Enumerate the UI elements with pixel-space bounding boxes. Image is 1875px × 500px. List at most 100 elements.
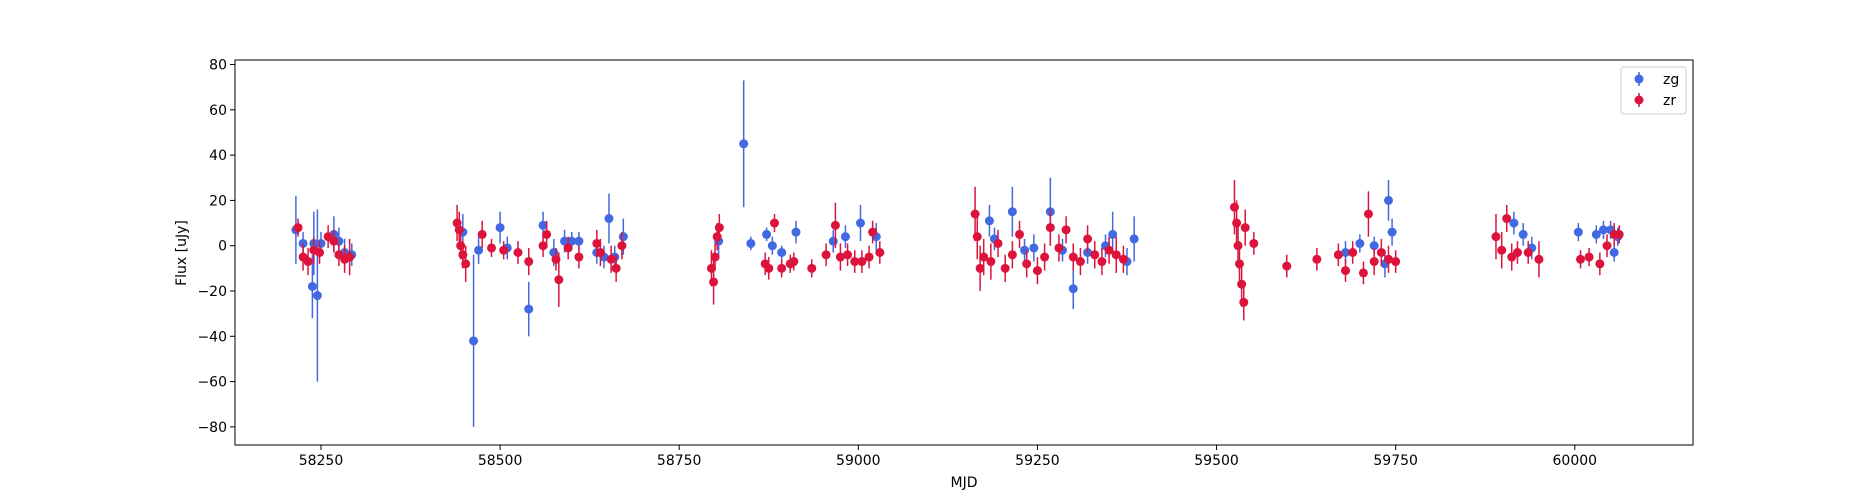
x-tick-label: 60000 xyxy=(1553,453,1598,469)
zr-point xyxy=(1232,218,1242,228)
legend-zr-label: zr xyxy=(1663,93,1676,109)
zg-point xyxy=(316,238,326,248)
zg-point xyxy=(1387,227,1397,237)
zr-point xyxy=(1054,243,1064,253)
x-tick-label: 58750 xyxy=(657,453,702,469)
zg-point xyxy=(469,336,479,346)
zr-point xyxy=(1090,250,1100,260)
zr-point xyxy=(1234,259,1244,269)
zr-point xyxy=(1497,245,1507,255)
zr-point xyxy=(875,248,885,257)
zr-point xyxy=(315,248,325,257)
zr-point xyxy=(972,232,982,242)
zr-point xyxy=(1040,252,1050,262)
zg-point xyxy=(777,248,787,257)
zr-point xyxy=(461,259,471,269)
zg-point xyxy=(495,223,505,233)
zr-point xyxy=(1229,202,1239,212)
y-tick-label: 40 xyxy=(209,148,227,164)
x-tick-label: 58500 xyxy=(478,453,523,469)
zr-point xyxy=(1045,223,1055,233)
x-axis-label: MJD xyxy=(951,475,978,491)
zr-point xyxy=(1233,241,1243,251)
legend-item-zr: zr xyxy=(1634,93,1676,109)
zr-point xyxy=(1240,223,1250,233)
zr-point xyxy=(1491,232,1501,242)
y-tick-label: 60 xyxy=(209,103,227,119)
zg-point xyxy=(762,229,772,239)
zg-point xyxy=(840,232,850,242)
zr-point xyxy=(329,236,339,246)
zr-point xyxy=(563,243,573,253)
zr-point xyxy=(574,252,584,262)
zg-point xyxy=(524,304,534,314)
zg-point xyxy=(739,139,749,149)
zr-point xyxy=(1376,248,1386,257)
zr-point xyxy=(1333,250,1343,260)
zr-point xyxy=(769,218,779,228)
zr-point xyxy=(1111,250,1121,260)
zr-point xyxy=(1282,261,1292,271)
x-tick-label: 59750 xyxy=(1373,453,1418,469)
legend-zg-label: zg xyxy=(1663,72,1679,88)
zg-point xyxy=(1108,229,1118,239)
zr-point xyxy=(789,257,799,267)
zg-point xyxy=(1068,284,1078,294)
zr-point xyxy=(595,248,605,257)
zr-point xyxy=(1341,266,1351,276)
zr-point xyxy=(714,223,724,233)
zg-point xyxy=(1384,195,1394,205)
zr-point xyxy=(454,225,464,235)
zr-point xyxy=(850,257,860,267)
zr-point xyxy=(456,241,466,251)
zr-point xyxy=(986,257,996,267)
zr-point xyxy=(1391,257,1401,267)
zr-point xyxy=(477,229,487,239)
zr-point xyxy=(499,245,509,255)
zr-point xyxy=(1237,279,1247,289)
zg-point xyxy=(984,216,994,226)
y-tick-label: 80 xyxy=(209,58,227,74)
zr-point xyxy=(1348,248,1358,257)
x-ticks: 58250 58500 58750 59000 59250 59500 59750 60000 xyxy=(299,445,1597,469)
legend: zg zr xyxy=(1620,66,1687,115)
zr-point xyxy=(764,263,774,273)
zr-point xyxy=(1032,266,1042,276)
zr-point xyxy=(1061,225,1071,235)
x-tick-label: 59000 xyxy=(836,453,881,469)
zr-point xyxy=(835,252,845,262)
zr-point xyxy=(1523,248,1533,257)
zr-point xyxy=(1022,259,1032,269)
zr-point xyxy=(1363,209,1373,219)
zr-point xyxy=(293,223,303,233)
zr-point xyxy=(1104,245,1114,255)
zr-point xyxy=(712,232,722,242)
zr-point xyxy=(1512,248,1522,257)
x-tick-label: 59250 xyxy=(1015,453,1060,469)
zr-point xyxy=(542,229,552,239)
zg-point xyxy=(474,245,484,255)
zg-point xyxy=(1609,248,1619,257)
zr-point xyxy=(868,227,878,237)
zr-point xyxy=(864,252,874,262)
zg-point xyxy=(1020,245,1030,255)
x-tick-label: 59500 xyxy=(1194,453,1239,469)
zr-point xyxy=(821,250,831,260)
y-tick-label: −20 xyxy=(197,284,227,300)
zr-point xyxy=(486,243,496,253)
zg-point xyxy=(312,291,322,301)
zr-point xyxy=(1534,254,1544,264)
zg-point xyxy=(1509,218,1519,228)
zg-point xyxy=(1007,207,1017,217)
zr-point xyxy=(345,252,355,262)
zr-point xyxy=(617,241,627,251)
zg-point xyxy=(1029,243,1039,253)
zr-point xyxy=(1118,254,1128,264)
legend-item-zg: zg xyxy=(1634,72,1679,88)
zg-point xyxy=(1369,241,1379,251)
zg-point xyxy=(1355,238,1365,248)
zg-point xyxy=(1518,229,1528,239)
zg-point xyxy=(560,236,570,246)
y-tick-label: 0 xyxy=(218,239,227,255)
